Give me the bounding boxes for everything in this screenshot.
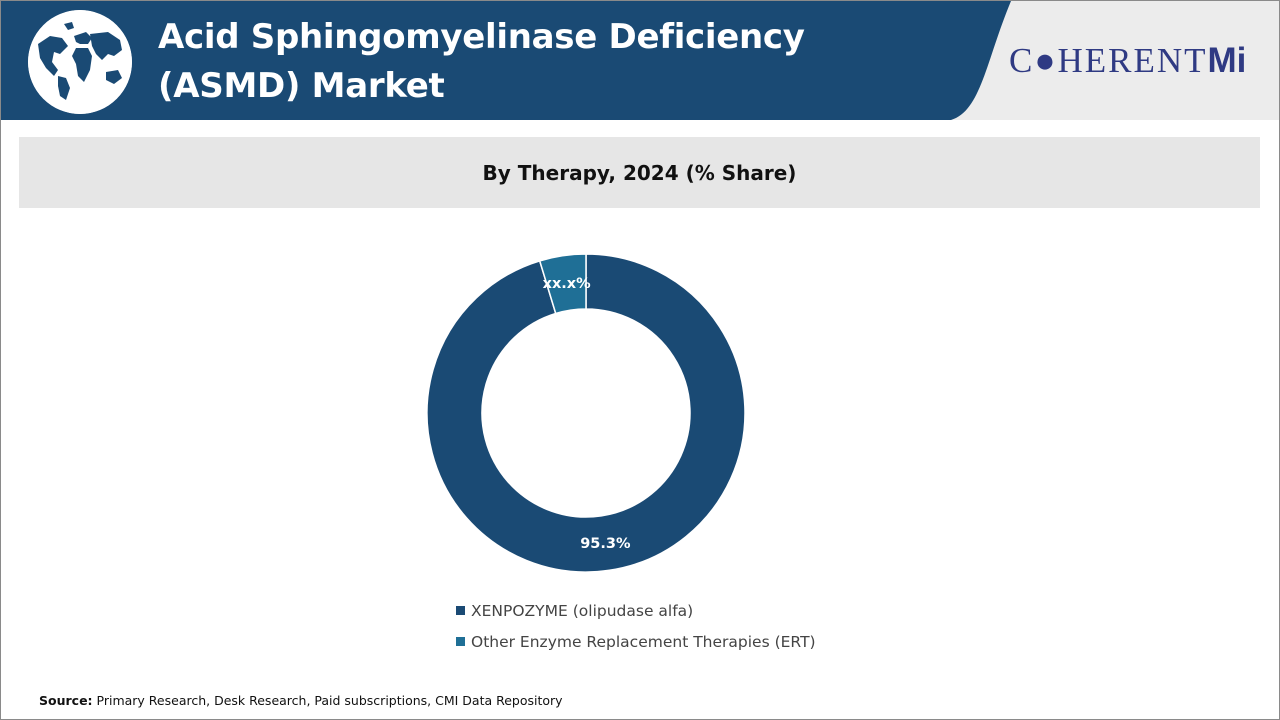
donut-slice-1 xyxy=(538,253,587,315)
legend-label-1: Other Enzyme Replacement Therapies (ERT) xyxy=(471,632,816,651)
banner-background xyxy=(1,1,1279,120)
chart-legend: XENPOZYME (olipudase alfa) Other Enzyme R… xyxy=(456,595,816,657)
legend-swatch-0 xyxy=(456,606,465,615)
donut-slice-0 xyxy=(426,253,746,573)
legend-swatch-1 xyxy=(456,637,465,646)
globe-icon xyxy=(28,10,132,114)
data-label-1: xx.x% xyxy=(543,276,592,292)
source-note: Source: Primary Research, Desk Research,… xyxy=(39,693,563,708)
data-label-0: 95.3% xyxy=(580,536,631,552)
page-title: Acid Sphingomyelinase Deficiency (ASMD) … xyxy=(158,17,805,106)
chart-title: By Therapy, 2024 (% Share) xyxy=(482,160,797,185)
legend-item-1: Other Enzyme Replacement Therapies (ERT) xyxy=(456,626,816,657)
source-label: Source: xyxy=(39,693,93,708)
logo-mi: Mi xyxy=(1207,41,1247,80)
source-text: Primary Research, Desk Research, Paid su… xyxy=(92,693,563,708)
legend-label-0: XENPOZYME (olipudase alfa) xyxy=(471,601,694,620)
coherent-mi-logo: C●HERENTMi xyxy=(1009,41,1271,81)
header-banner: Acid Sphingomyelinase Deficiency (ASMD) … xyxy=(1,1,1279,120)
chart-title-bar: By Therapy, 2024 (% Share) xyxy=(19,137,1260,208)
legend-item-0: XENPOZYME (olipudase alfa) xyxy=(456,595,816,626)
logo-wordmark: C●HERENT xyxy=(1009,41,1208,80)
